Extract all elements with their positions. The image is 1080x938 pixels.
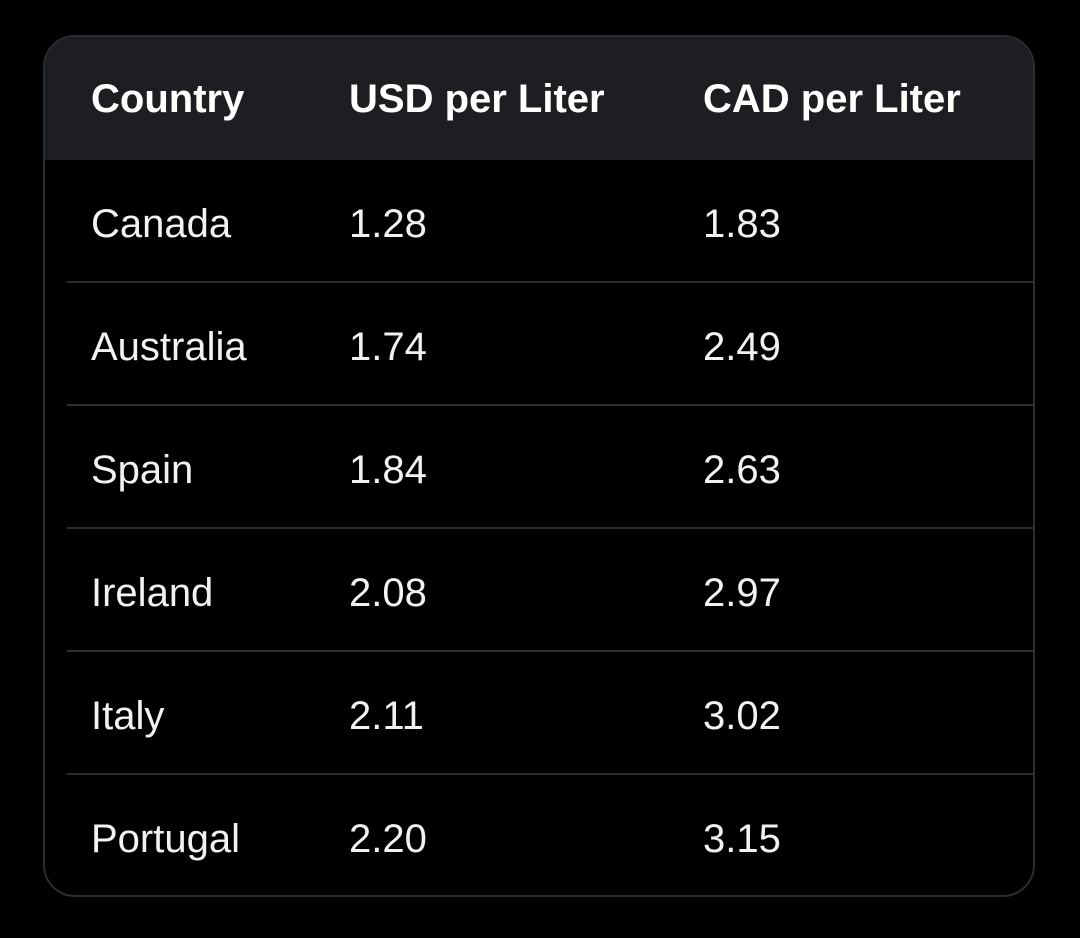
row-divider	[67, 773, 1033, 775]
cad-cell: 2.49	[703, 325, 781, 369]
table-row: Italy 2.11 3.02	[45, 652, 1033, 775]
table-row: Australia 1.74 2.49	[45, 283, 1033, 406]
table-header-row: Country USD per Liter CAD per Liter	[45, 37, 1033, 160]
cad-cell: 2.97	[703, 571, 781, 615]
usd-cell: 2.08	[349, 571, 427, 615]
country-cell: Spain	[91, 448, 194, 492]
country-cell: Portugal	[91, 817, 240, 861]
cad-cell: 1.83	[703, 202, 781, 246]
cad-cell: 2.63	[703, 448, 781, 492]
country-cell: Australia	[91, 325, 247, 369]
cad-cell: 3.15	[703, 817, 781, 861]
table-row: Ireland 2.08 2.97	[45, 529, 1033, 652]
column-header-country: Country	[91, 77, 245, 121]
usd-cell: 1.74	[349, 325, 427, 369]
usd-cell: 1.28	[349, 202, 427, 246]
column-header-cad-per-liter: CAD per Liter	[703, 77, 961, 121]
column-header-usd-per-liter: USD per Liter	[349, 77, 605, 121]
price-table: Country USD per Liter CAD per Liter Cana…	[43, 35, 1035, 897]
usd-cell: 2.11	[349, 694, 424, 738]
table-row: Portugal 2.20 3.15	[45, 775, 1033, 895]
row-divider	[67, 527, 1033, 529]
country-cell: Canada	[91, 202, 232, 246]
country-cell: Italy	[91, 694, 165, 738]
cad-cell: 3.02	[703, 694, 781, 738]
usd-cell: 2.20	[349, 817, 427, 861]
table-row: Spain 1.84 2.63	[45, 406, 1033, 529]
table-row: Canada 1.28 1.83	[45, 160, 1033, 283]
row-divider	[67, 650, 1033, 652]
row-divider	[67, 281, 1033, 283]
row-divider	[67, 404, 1033, 406]
usd-cell: 1.84	[349, 448, 427, 492]
country-cell: Ireland	[91, 571, 214, 615]
